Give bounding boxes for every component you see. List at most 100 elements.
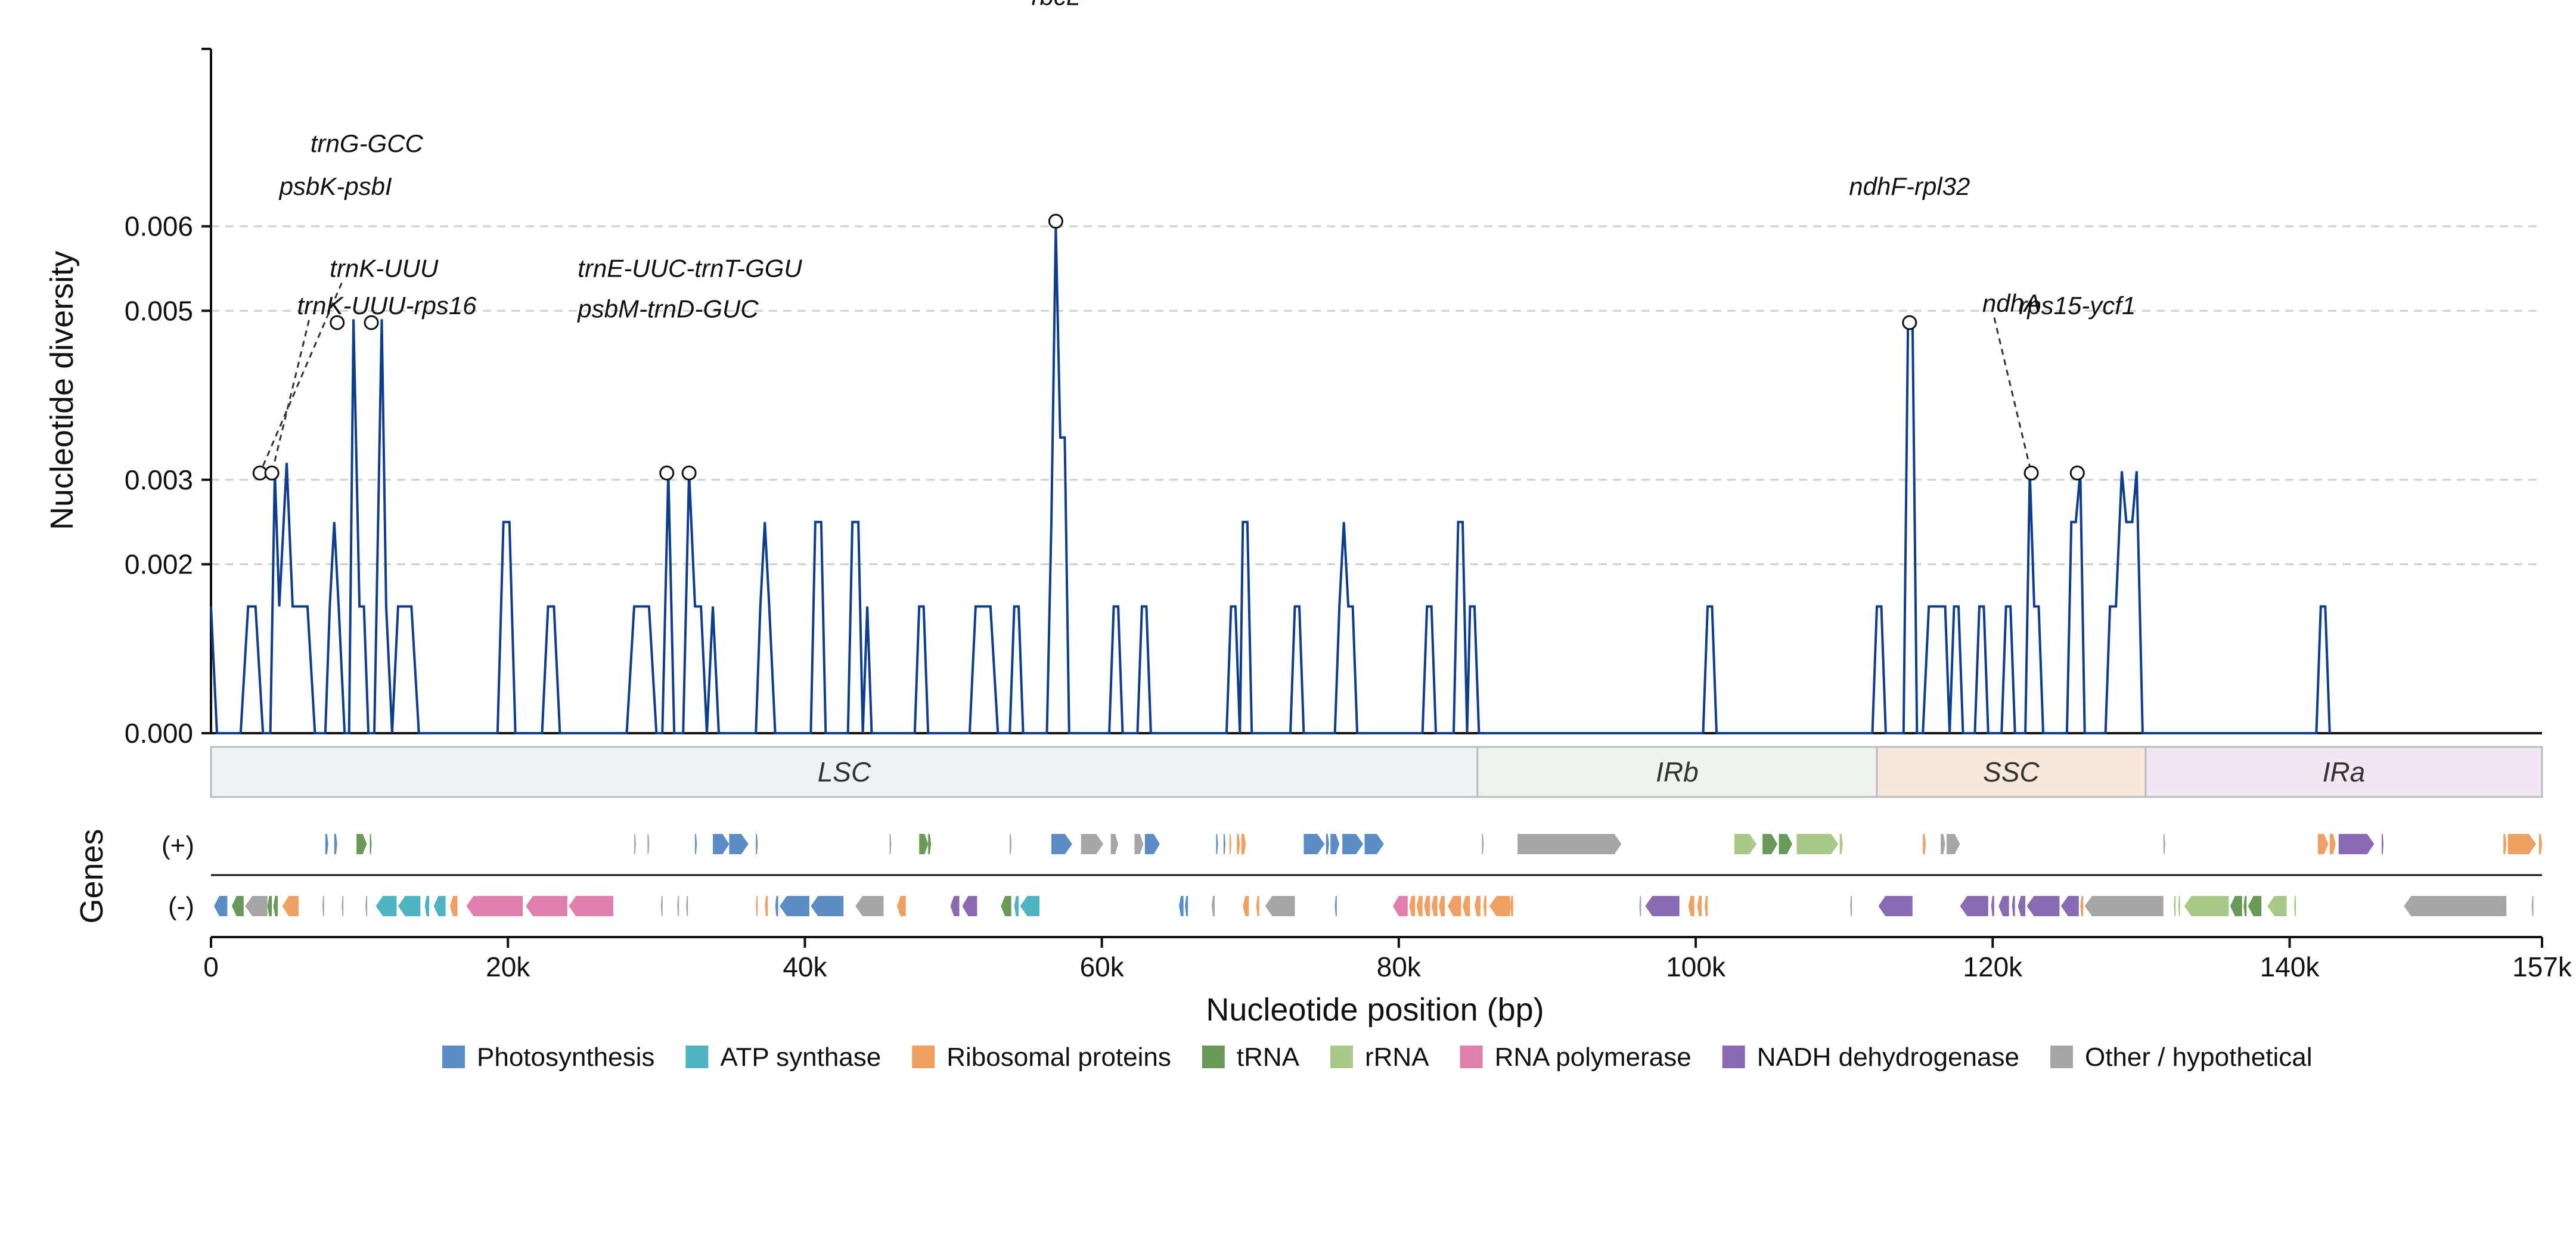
- annotation-label: psbM-trnD-GUC: [576, 295, 759, 323]
- gene-feature: [2060, 896, 2079, 916]
- peak-marker: [264, 465, 280, 480]
- gene-feature: [1941, 834, 1945, 854]
- y-tick-label: 0.003: [125, 464, 193, 495]
- x-tick-label: 80k: [1377, 951, 1422, 982]
- gene-feature: [1779, 834, 1793, 854]
- gene-feature: [1229, 834, 1231, 854]
- gene-feature: [1878, 896, 1913, 916]
- gene-feature: [1237, 834, 1240, 854]
- peak-annotations: trnG-GCC psbK-psbI trnK-UUU trnK-UUU-rps16 t…: [252, 0, 2136, 480]
- region-label: SSC: [1983, 756, 2040, 787]
- annotation-label: trnK-UUU-rps16: [297, 291, 477, 320]
- peak-marker: [2069, 465, 2085, 480]
- gene-feature: [1947, 834, 1960, 854]
- gene-feature: [1020, 896, 1040, 916]
- gene-feature: [855, 896, 884, 916]
- gene-feature: [634, 834, 636, 854]
- gene-feature: [2248, 896, 2262, 916]
- legend-entry: Ribosomal proteins: [946, 1043, 1171, 1072]
- legend-swatch: [1330, 1046, 1353, 1068]
- gene-feature: [1697, 896, 1702, 916]
- peak-marker: [1902, 315, 1917, 330]
- region-lsc: [210, 746, 1479, 798]
- gene-feature: [1334, 896, 1337, 916]
- gene-feature: [1991, 896, 1994, 916]
- legend-entry: Other / hypothetical: [2085, 1043, 2313, 1072]
- legend-entry: tRNA: [1237, 1043, 1300, 1072]
- x-tick-label: 20k: [486, 951, 530, 982]
- gene-feature: [2174, 896, 2176, 916]
- gene-feature: [1431, 896, 1438, 916]
- gene-feature: [2338, 834, 2375, 854]
- gene-feature: [2507, 834, 2537, 854]
- legend-swatch: [442, 1046, 465, 1068]
- gene-feature: [1185, 896, 1188, 916]
- gene-feature: [322, 896, 324, 916]
- gene-feature: [375, 896, 397, 916]
- gene-feature: [2539, 834, 2542, 854]
- region-ira: [2144, 746, 2543, 798]
- gene-feature: [962, 896, 977, 916]
- x-tick-label: 157k: [2512, 951, 2572, 982]
- gene-feature: [896, 896, 906, 916]
- gene-feature: [1342, 834, 1364, 854]
- gene-feature: [1517, 834, 1622, 854]
- gene-feature: [1364, 834, 1384, 854]
- gene-feature: [1923, 834, 1926, 854]
- gene-feature: [1001, 896, 1011, 916]
- gene-feature: [756, 896, 758, 916]
- gridlines: [211, 225, 2542, 566]
- peak-marker: [330, 315, 345, 330]
- region-irb: [1476, 746, 1878, 798]
- gene-feature: [1998, 896, 2009, 916]
- gene-feature: [1850, 896, 1852, 916]
- gene-feature: [325, 834, 328, 854]
- annotation-label: ndhF-rpl32: [1849, 172, 1970, 200]
- gene-feature: [729, 834, 749, 854]
- gene-feature: [2243, 896, 2247, 916]
- legend-swatch: [1202, 1046, 1225, 1068]
- gene-feature: [245, 896, 268, 916]
- gene-feature: [1482, 834, 1484, 854]
- peak-marker: [2023, 465, 2039, 480]
- gene-feature: [2163, 834, 2165, 854]
- peak-marker: [364, 315, 379, 330]
- gene-feature: [2178, 896, 2180, 916]
- legend-entry: ATP synthase: [720, 1043, 881, 1072]
- gene-feature: [1330, 834, 1340, 854]
- gene-feature: [1510, 896, 1513, 916]
- gene-feature: [1448, 896, 1461, 916]
- gene-feature: [1483, 896, 1486, 916]
- peak-marker: [681, 465, 697, 480]
- gene-feature: [677, 896, 679, 916]
- gene-feature: [1051, 834, 1072, 854]
- gene-feature: [267, 896, 272, 916]
- gene-feature: [1243, 896, 1249, 916]
- gene-feature: [950, 896, 960, 916]
- strand-plus-label: (+): [162, 831, 194, 860]
- x-tick-label: 60k: [1080, 951, 1125, 982]
- gene-feature: [928, 834, 932, 854]
- gene-feature: [1796, 834, 1839, 854]
- region-label: LSC: [818, 756, 871, 787]
- gene-feature: [2084, 896, 2164, 916]
- gene-feature: [1705, 896, 1708, 916]
- gene-feature: [2080, 896, 2084, 916]
- legend-entry: rRNA: [1365, 1043, 1429, 1072]
- gene-feature: [2184, 896, 2229, 916]
- gene-feature: [2018, 896, 2026, 916]
- y-tick-label: 0.000: [125, 718, 193, 749]
- annotation-leader: [271, 320, 310, 473]
- gene-feature: [1303, 834, 1325, 854]
- gene-feature: [450, 896, 458, 916]
- y-axis-title: Nucleotide diversity: [44, 251, 80, 530]
- x-tick-label: 120k: [1963, 951, 2023, 982]
- gene-feature: [356, 834, 367, 854]
- gene-feature: [231, 896, 244, 916]
- gene-feature: [1081, 834, 1104, 854]
- gene-feature: [466, 896, 523, 916]
- gene-feature: [2404, 896, 2507, 916]
- gene-feature: [2230, 896, 2242, 916]
- y-tick-label: 0.006: [125, 211, 193, 242]
- gene-feature: [1256, 896, 1259, 916]
